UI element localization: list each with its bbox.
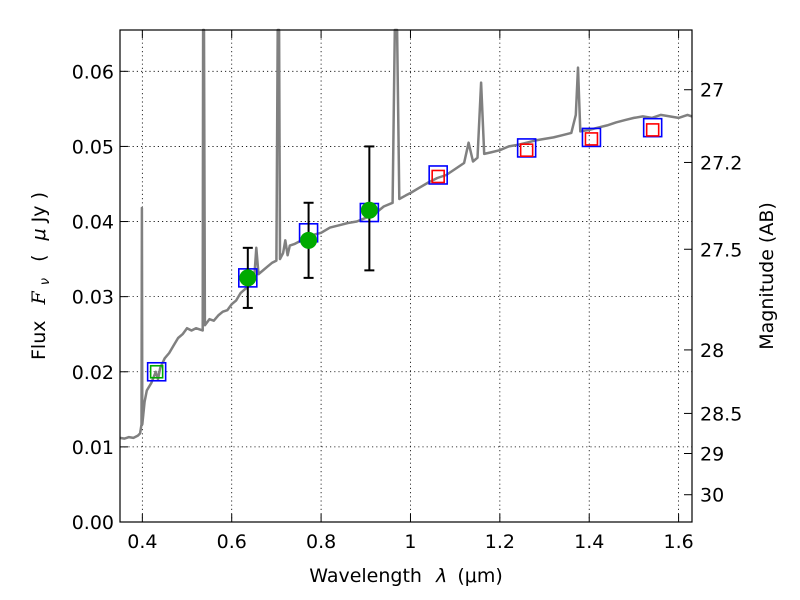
y2-tick-label: 28.5 <box>700 403 742 425</box>
marker-layer <box>146 117 663 382</box>
y2-tick-label: 27.5 <box>700 239 742 261</box>
y-axis-label-mu: μ <box>28 228 50 241</box>
x-tick-label: 1.4 <box>574 531 604 553</box>
y2-tick-label: 30 <box>700 485 724 507</box>
y2-axis-label: Magnitude (AB) <box>756 202 778 350</box>
observed-upper-square <box>519 143 534 157</box>
x-tick-label: 1.6 <box>663 531 693 553</box>
y-tick-label: 0.03 <box>72 287 114 309</box>
observed-point <box>360 201 378 219</box>
plot-frame <box>119 29 693 523</box>
y-tick-label: 0.04 <box>72 212 114 234</box>
axes: 0.4 0.6 0.8 1 1.2 1.4 1.6 0.00 0.01 0.02 0.03 0.04 0… <box>72 30 742 553</box>
faint-band-square <box>149 364 164 379</box>
x-tick-label: 0.6 <box>217 531 247 553</box>
x-tick-label: 1.2 <box>485 531 515 553</box>
observed-point <box>300 231 318 249</box>
observed-upper-square <box>645 123 660 137</box>
y-tick-label: 0.01 <box>72 437 114 459</box>
x-tick-label: 0.8 <box>306 531 336 553</box>
y2-tick-label: 27 <box>700 80 724 102</box>
y-axis-label-unit: Jy ) <box>28 192 50 223</box>
x-axis-label-symbol: λ <box>435 565 447 587</box>
y-tick-label: 0.00 <box>72 512 114 534</box>
y-axis-label-symbol: F <box>28 290 50 305</box>
model-photometry-square <box>428 165 448 185</box>
y2-tick-label: 29 <box>700 443 724 465</box>
observed-upper-square <box>431 169 445 184</box>
model-photometry-square <box>581 127 602 148</box>
x-axis-label-text: Wavelength <box>309 565 422 587</box>
y-axis-label-text: Flux <box>28 321 50 361</box>
observed-upper-square <box>584 132 599 146</box>
y-tick-label: 0.02 <box>72 362 114 384</box>
y-tick-label: 0.05 <box>72 136 114 158</box>
x-axis-label-unit: (μm) <box>457 565 502 587</box>
y-tick-label: 0.06 <box>72 61 114 83</box>
x-axis-label: Wavelength λ (μm) <box>309 565 502 587</box>
x-tick-label: 1 <box>404 531 416 553</box>
model-photometry-square <box>146 361 167 382</box>
observed-point <box>239 269 257 287</box>
y2-tick-label: 27.2 <box>700 152 742 174</box>
x-tick-label: 0.4 <box>127 531 157 553</box>
y-axis-label-subscript: ν <box>38 278 53 285</box>
y-axis-label-open: ( <box>28 254 50 261</box>
y-axis-label: Flux F ν ( μ Jy ) <box>28 192 54 360</box>
y2-tick-label: 28 <box>700 340 724 362</box>
